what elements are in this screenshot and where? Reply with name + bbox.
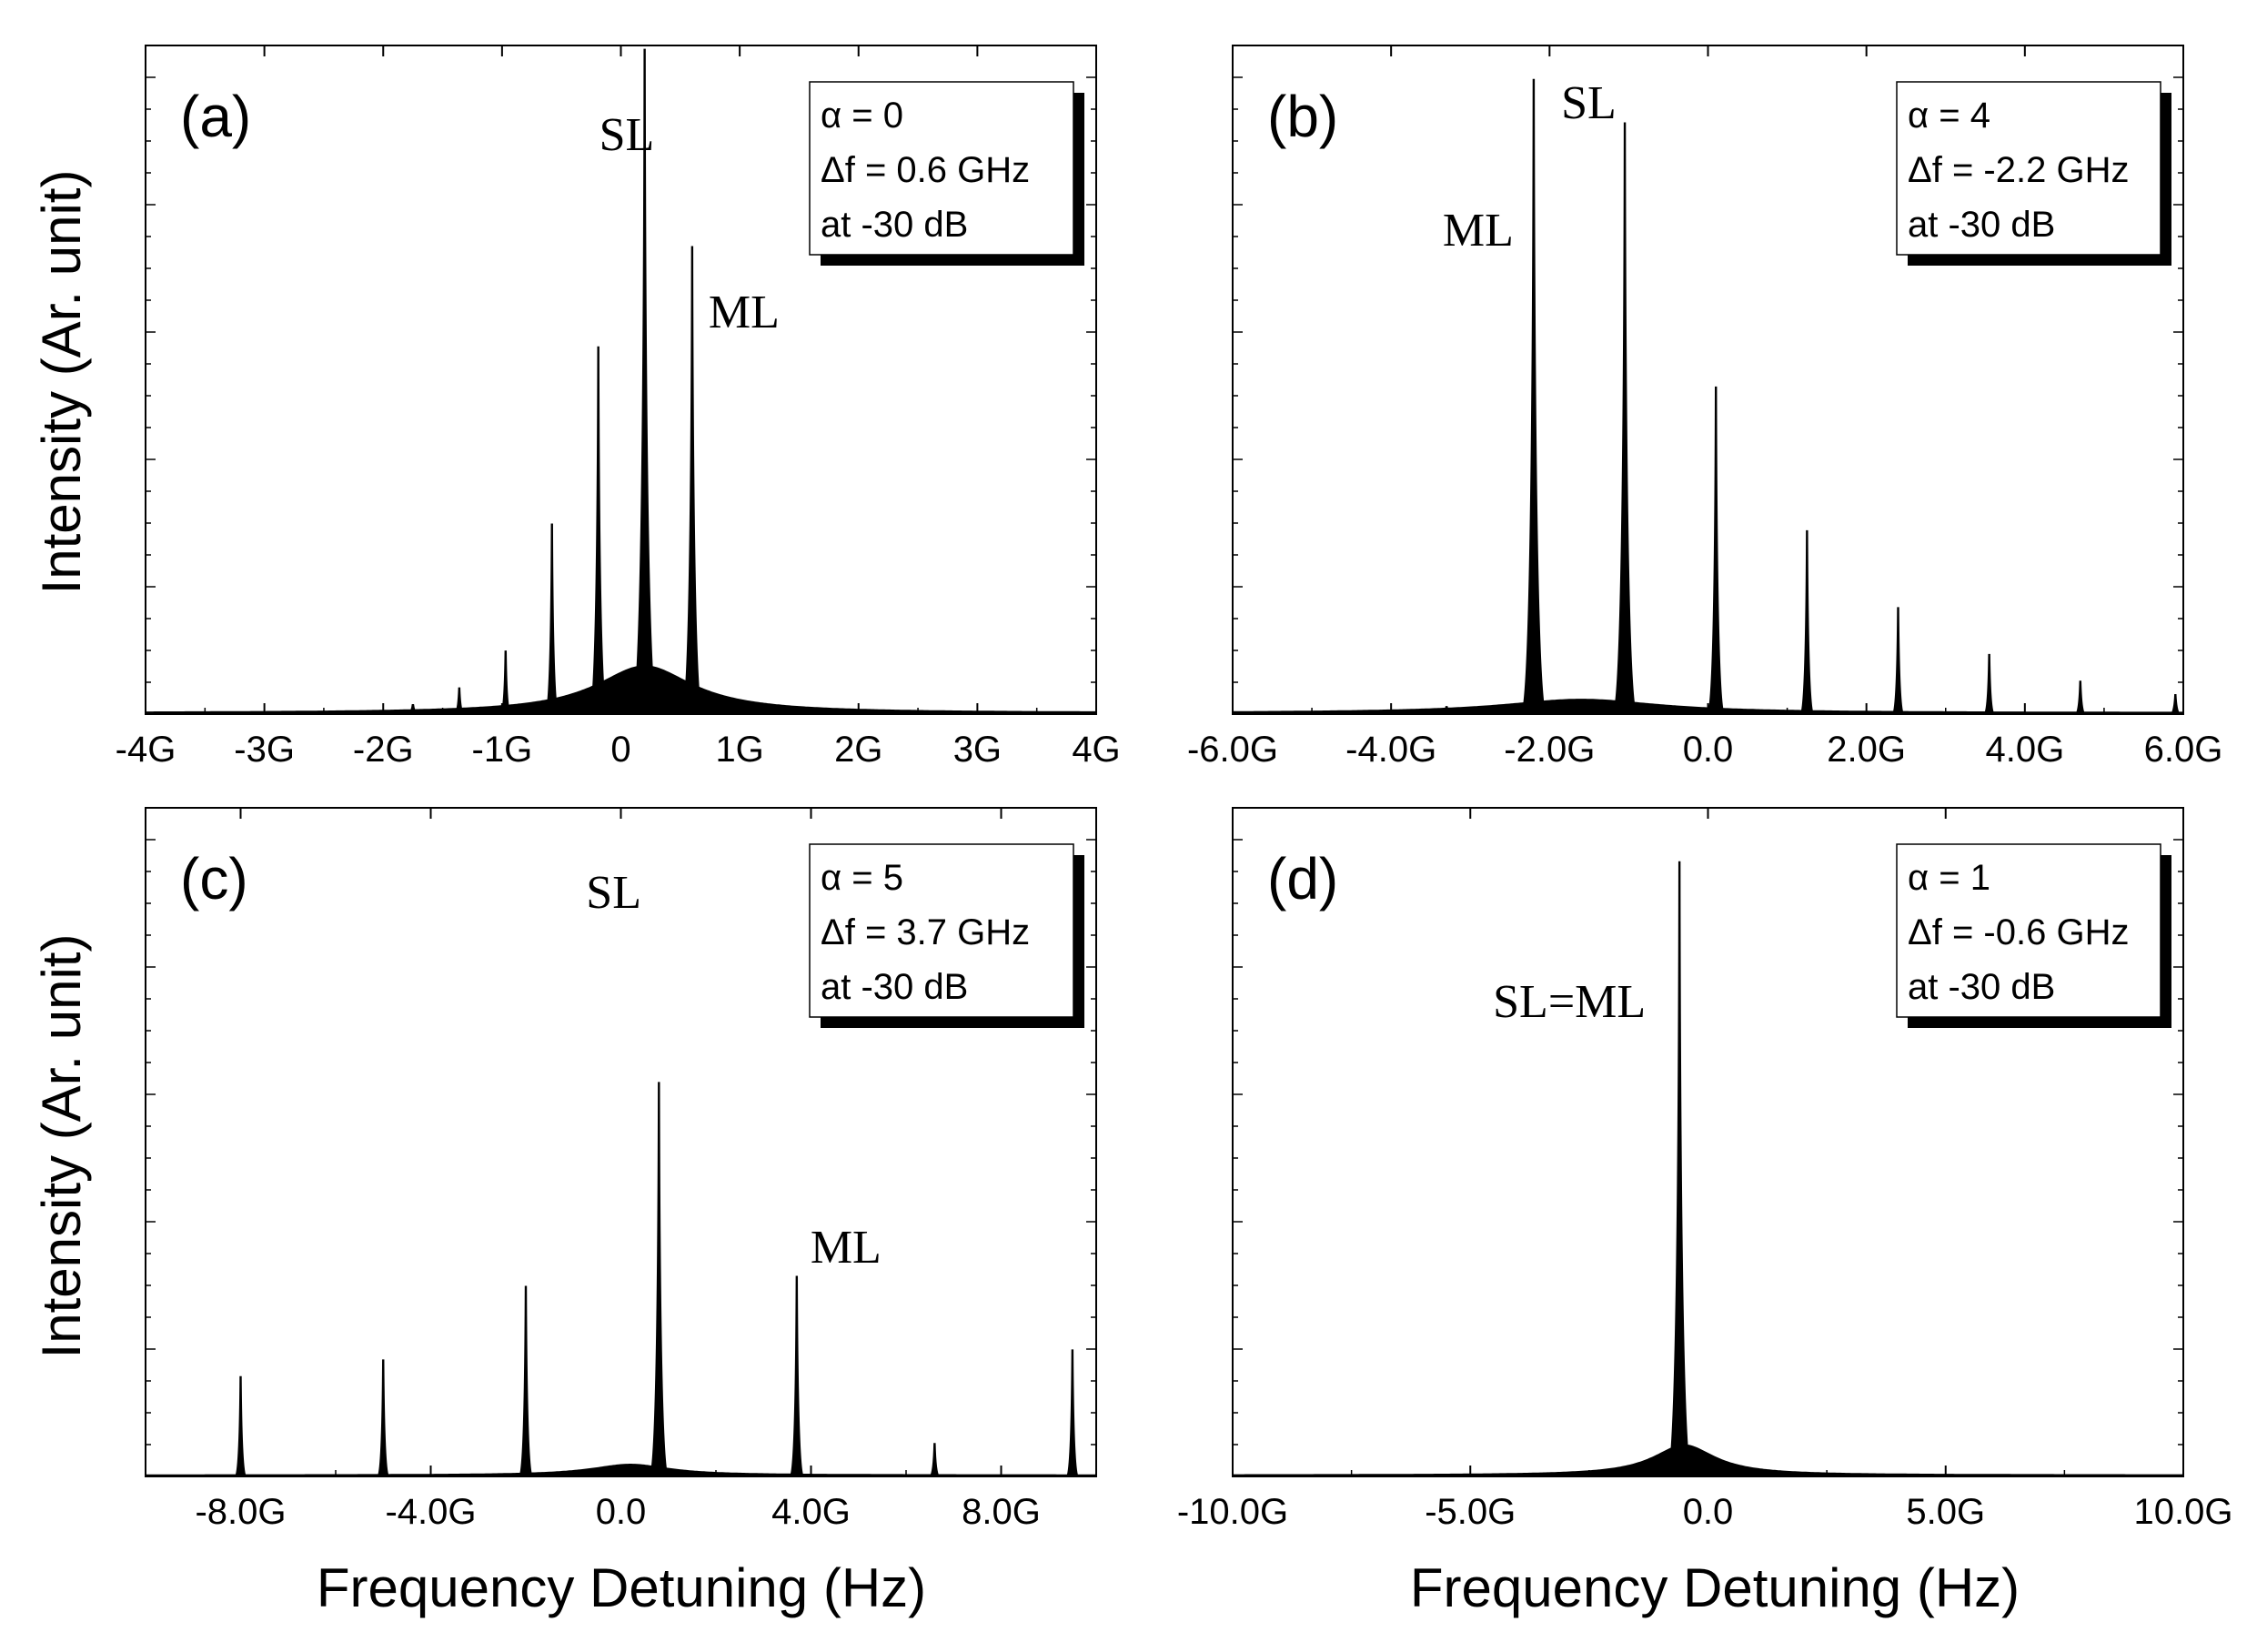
x-tick-label: -8.0G bbox=[195, 1492, 286, 1532]
spectral-peak-8 bbox=[2170, 693, 2181, 714]
x-tick-label: -2G bbox=[353, 730, 414, 770]
x-tick-label: -4.0G bbox=[385, 1492, 476, 1532]
x-tick-label: -2.0G bbox=[1504, 730, 1595, 770]
y-axis-label-bottom: Intensity (Ar. unit) bbox=[31, 934, 92, 1359]
spectral-peak-1 bbox=[408, 703, 418, 714]
x-tick-label: 2.0G bbox=[1827, 730, 1906, 770]
x-tick-label: 0.0 bbox=[1683, 1492, 1734, 1532]
x-tick-label: -4.0G bbox=[1345, 730, 1436, 770]
spectral-peak-3 bbox=[1707, 386, 1726, 714]
spectral-peak-7 bbox=[680, 246, 703, 714]
spectral-peak-6 bbox=[1983, 653, 1995, 714]
x-tick-label: -4G bbox=[116, 730, 176, 770]
peak-annotation: SL bbox=[1561, 77, 1617, 129]
x-tick-label: -10.0G bbox=[1177, 1492, 1288, 1532]
legend-line: α = 0 bbox=[821, 96, 903, 136]
panel-label: (c) bbox=[180, 846, 248, 912]
spectral-peak-5 bbox=[929, 1443, 940, 1476]
panel-d: -10.0G -5.0G 0.0 5.0G 10.0G (d) SL=ML α = 1 Δf =… bbox=[1177, 807, 2233, 1532]
x-tick-label: 3G bbox=[953, 730, 1002, 770]
spectral-peak-3 bbox=[499, 650, 511, 714]
panel-label: (d) bbox=[1267, 846, 1338, 912]
spectral-peak-2 bbox=[519, 1285, 533, 1476]
spectral-peak-0 bbox=[1442, 706, 1452, 714]
x-tick-label: -5.0G bbox=[1425, 1492, 1516, 1532]
legend-line: α = 1 bbox=[1908, 858, 1990, 898]
y-axis-label-top: Intensity (Ar. unit) bbox=[31, 170, 92, 595]
spectral-peak-1 bbox=[1520, 78, 1547, 714]
x-tick-label: 6.0G bbox=[2144, 730, 2223, 770]
panel-c: -8.0G -4.0G 0.0 4.0G 8.0G (c) SL ML α = 5 Δf = 3.… bbox=[145, 807, 1097, 1532]
spectral-peak-0 bbox=[235, 1375, 247, 1476]
panel-label: (b) bbox=[1267, 84, 1338, 149]
spectral-peak-5 bbox=[589, 346, 609, 714]
spectral-peak-4 bbox=[544, 523, 559, 714]
x-axis-label-left: Frequency Detuning (Hz) bbox=[317, 1557, 926, 1618]
x-tick-label: 1G bbox=[715, 730, 763, 770]
panel-a: -4G -3G -2G -1G 0 1G 2G 3G 4G (a) SL ML α = 0 Δf = 0.… bbox=[116, 45, 1121, 770]
peak-annotation: ML bbox=[1443, 205, 1514, 257]
x-tick-label: 4.0G bbox=[1985, 730, 2064, 770]
spectral-peak-2 bbox=[454, 687, 465, 714]
legend-line: Δf = 3.7 GHz bbox=[821, 912, 1030, 952]
x-tick-label: -6.0G bbox=[1187, 730, 1278, 770]
x-tick-label: -3G bbox=[234, 730, 295, 770]
legend-line: α = 4 bbox=[1908, 96, 1990, 136]
x-tick-label: 0 bbox=[610, 730, 630, 770]
x-tick-label: -1G bbox=[472, 730, 533, 770]
x-tick-label: 0.0 bbox=[1683, 730, 1734, 770]
legend-line: Δf = -2.2 GHz bbox=[1908, 150, 2129, 190]
spectral-peak-0 bbox=[1666, 861, 1693, 1476]
spectral-peak-4 bbox=[789, 1275, 804, 1476]
legend-line: at -30 dB bbox=[821, 205, 968, 245]
x-tick-label: 0.0 bbox=[596, 1492, 647, 1532]
legend-line: at -30 dB bbox=[1908, 205, 2055, 245]
legend-line: at -30 dB bbox=[821, 967, 968, 1007]
x-tick-label: 4G bbox=[1072, 730, 1120, 770]
legend-box bbox=[809, 81, 1074, 256]
peak-annotation: SL=ML bbox=[1493, 976, 1646, 1028]
spectral-peak-6 bbox=[1065, 1349, 1079, 1476]
spectrum-background bbox=[146, 665, 1096, 714]
x-axis-label-right: Frequency Detuning (Hz) bbox=[1410, 1557, 2020, 1618]
legend-box bbox=[809, 843, 1074, 1018]
peak-annotation: ML bbox=[709, 287, 780, 338]
spectral-peak-4 bbox=[1799, 529, 1815, 714]
spectral-peak-7 bbox=[2075, 680, 2086, 714]
spectral-peak-1 bbox=[377, 1359, 389, 1476]
panel-b: -6.0G -4.0G -2.0G 0.0 2.0G 4.0G 6.0G (b) SL ML α =… bbox=[1187, 45, 2222, 770]
x-tick-label: 2G bbox=[834, 730, 882, 770]
x-tick-label: 4.0G bbox=[771, 1492, 851, 1532]
peak-annotation: ML bbox=[811, 1222, 882, 1274]
spectral-peak-6 bbox=[630, 48, 659, 715]
panel-label: (a) bbox=[180, 84, 251, 149]
spectral-peak-2 bbox=[1612, 122, 1637, 714]
x-tick-label: 8.0G bbox=[962, 1492, 1041, 1532]
legend-box bbox=[1896, 81, 2161, 256]
legend-line: at -30 dB bbox=[1908, 967, 2055, 1007]
x-tick-label: 5.0G bbox=[1906, 1492, 1985, 1532]
x-tick-label: 10.0G bbox=[2134, 1492, 2233, 1532]
legend-box bbox=[1896, 843, 2161, 1018]
spectrum-background bbox=[1233, 1444, 2183, 1476]
legend-line: Δf = -0.6 GHz bbox=[1908, 912, 2129, 952]
spectral-peak-3 bbox=[649, 1082, 670, 1476]
peak-annotation: SL bbox=[586, 867, 641, 919]
legend-line: α = 5 bbox=[821, 858, 903, 898]
spectral-peak-5 bbox=[1891, 607, 1905, 714]
legend-line: Δf = 0.6 GHz bbox=[821, 150, 1030, 190]
peak-annotation: SL bbox=[599, 109, 655, 161]
